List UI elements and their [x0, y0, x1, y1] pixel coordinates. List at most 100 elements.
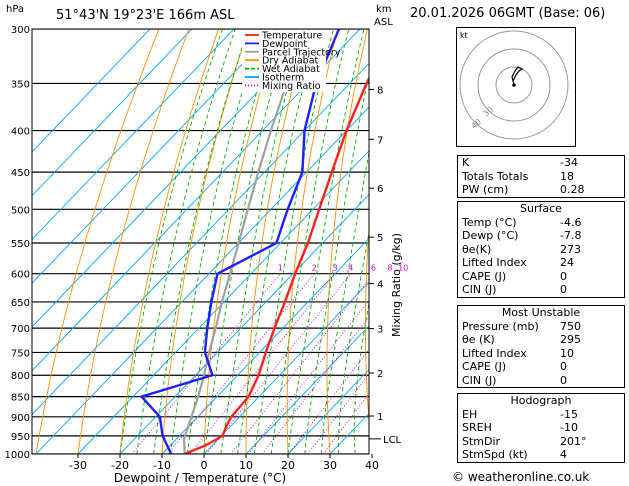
legend-entry: Dewpoint: [262, 39, 307, 50]
plot-frame: [31, 28, 370, 455]
height-tick-label: 1: [377, 412, 383, 423]
hodo-row: EH -15: [458, 408, 624, 422]
pressure-tick-label: 350: [11, 79, 30, 90]
x-tick-label: 40: [365, 459, 379, 472]
mixing-ratio-label: 1: [278, 264, 283, 273]
mixing-ratio-line: [189, 273, 336, 454]
surface-label: Dewp (°C): [462, 229, 519, 242]
pressure-tick-label: 950: [11, 432, 30, 443]
height-tick-label: 6: [377, 184, 383, 195]
most-unstable-table: Most Unstable Pressure (mb) 750 θe (K) 295…: [457, 305, 625, 388]
wet-adiabat-line: [220, 29, 305, 454]
mixing-ratio-label: 10: [398, 264, 408, 273]
isotherm-line: [35, 106, 369, 454]
mu-row: CAPE (J) 0: [458, 360, 624, 374]
credit: © weatheronline.co.uk: [452, 470, 590, 484]
dry-adiabat-line: [77, 29, 190, 454]
pressure-tick-label: 550: [11, 239, 30, 250]
wet-adiabat-line: [203, 29, 290, 454]
hodograph-table-title: Hodograph: [510, 394, 572, 407]
index-row-k: K -34: [458, 156, 624, 170]
hodograph-trace: [511, 66, 524, 86]
pressure-tick-label: 1000: [5, 450, 30, 461]
dry-adiabat-line: [364, 223, 369, 427]
mu-label: Lifted Index: [462, 346, 527, 360]
isotherm-line: [32, 29, 151, 153]
pressure-tick-label: 500: [11, 205, 30, 216]
most-unstable-title: Most Unstable: [501, 306, 581, 319]
x-tick-label: 10: [239, 459, 253, 472]
mu-value: 750: [560, 319, 581, 333]
x-tick-label: -20: [111, 459, 129, 472]
mixing-ratio-labels: 12346810152025: [278, 264, 409, 273]
datetime-header: 20.01.2026 06GMT (Base: 06): [410, 6, 606, 21]
mixing-ratio-line: [167, 273, 315, 454]
indices-table: K -34 Totals Totals 18 PW (cm) 0.28: [457, 155, 625, 198]
surface-value: 24: [560, 256, 574, 269]
hodo-label: StmDir: [462, 434, 501, 448]
height-tick-label: 8: [377, 85, 383, 96]
hodo-value: 201°: [560, 434, 587, 448]
index-value: -34: [560, 156, 578, 169]
wet-adiabat-line: [136, 29, 236, 454]
mu-value: 295: [560, 333, 581, 346]
dry-adiabat-line: [161, 29, 249, 454]
wet-adiabat-line: [169, 29, 263, 454]
dry-adiabat-line: [203, 29, 279, 454]
hodograph-ring-20: [477, 48, 551, 122]
dry-adiabat-line: [35, 29, 160, 454]
isotherm-line: [32, 29, 235, 241]
mu-row: CIN (J) 0: [458, 374, 624, 388]
hodo-label: SREH: [462, 421, 492, 434]
pressure-tick-label: 800: [11, 371, 30, 382]
pressure-tick-label: 450: [11, 168, 30, 179]
mu-row: Lifted Index 10: [458, 347, 624, 361]
x-tick-label: 20: [281, 459, 295, 472]
surface-value: 0: [560, 269, 567, 283]
hodograph-origin: [512, 83, 516, 87]
surface-value: -7.8: [560, 229, 582, 242]
hodo-row: StmSpd (kt) 4: [458, 448, 624, 462]
index-label: K: [462, 156, 470, 169]
mixing-ratio-label: 6: [371, 264, 376, 273]
wet-adiabat-line: [153, 29, 249, 454]
hodograph-table: Hodograph EH -15 SREH -10 StmDir 201° StmSp…: [457, 393, 625, 463]
mixing-ratio-label: 2: [312, 264, 317, 273]
x-tick-label: -10: [153, 459, 171, 472]
isotherm-line: [77, 150, 369, 454]
axes: 3003504004505005506006507007508008509009…: [5, 25, 402, 472]
x-tick-label: 30: [323, 459, 337, 472]
legend-entry: Temperature: [261, 31, 322, 42]
surface-label: Lifted Index: [462, 256, 527, 269]
legend-entry: Isotherm: [262, 73, 304, 84]
wet-adiabat-line: [353, 300, 369, 454]
lcl-label: LCL: [383, 435, 402, 446]
height-tick-label: 3: [377, 325, 383, 336]
surface-table: Surface Temp (°C) -4.6 Dewp (°C) -7.8 θe(K…: [457, 201, 625, 298]
height-unit: km: [376, 4, 392, 15]
background-lines: [32, 29, 369, 454]
mixing-ratio-label: 4: [348, 264, 353, 273]
surface-value: 0: [560, 283, 567, 296]
legend-entry: Wet Adiabat: [262, 64, 320, 75]
isotherm-line: [32, 62, 369, 416]
index-row-totals: Totals Totals 18: [458, 170, 624, 184]
dry-adiabat-line: [326, 29, 368, 454]
height-unit-sub: ASL: [374, 17, 393, 28]
right-panel: 20.01.2026 06GMT (Base: 06) kt 40 30 K -3…: [410, 0, 629, 486]
surface-row: θe(K) 273: [458, 243, 624, 257]
mu-row: θe (K) 295: [458, 333, 624, 347]
isotherm-line: [287, 368, 369, 454]
surface-row: Temp (°C) -4.6: [458, 216, 624, 230]
location-label: 51°43'N 19°23'E 166m ASL: [56, 8, 235, 23]
mu-label: CAPE (J): [462, 360, 507, 373]
wet-adiabat-line: [119, 29, 223, 454]
height-tick-label: 2: [377, 369, 383, 380]
isotherm-line: [119, 193, 369, 454]
hodograph-unit: kt: [460, 31, 468, 40]
mixing-ratio-line: [206, 273, 352, 454]
hodograph: kt 40 30: [456, 27, 576, 147]
surface-value: 273: [560, 242, 581, 256]
mixing-ratio-line: [288, 348, 369, 454]
